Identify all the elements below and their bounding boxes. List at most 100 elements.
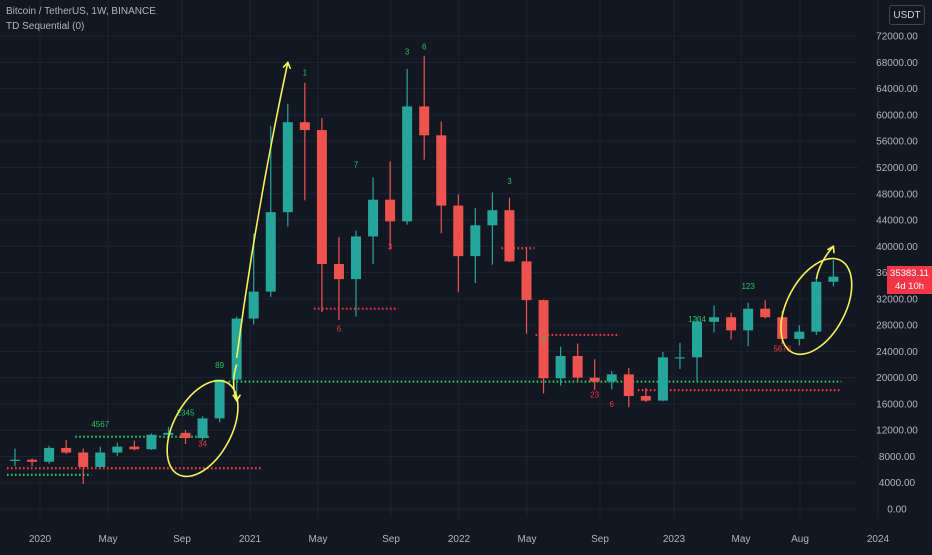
candle-body <box>27 459 38 462</box>
price-tick-label: 8000.00 <box>879 452 916 463</box>
candle-body <box>453 205 464 257</box>
annotation-ellipse <box>166 379 239 478</box>
candle-body <box>589 377 600 382</box>
candle-body <box>316 130 327 265</box>
candle-body <box>95 452 106 467</box>
time-tick-label: May <box>309 534 328 545</box>
price-tick-label: 0.00 <box>887 505 907 516</box>
time-tick-label: May <box>518 534 537 545</box>
candle-body <box>470 225 481 257</box>
candle-body <box>726 317 737 331</box>
time-tick-label: Sep <box>173 534 191 545</box>
time-tick-label: 2023 <box>663 534 686 545</box>
annotation-arrow <box>235 62 289 359</box>
price-tick-label: 20000.00 <box>876 373 918 384</box>
td-count-label: 3 <box>507 177 512 186</box>
candle-body <box>44 447 55 462</box>
price-tick-label: 72000.00 <box>876 32 918 43</box>
price-tick-label: 40000.00 <box>876 242 918 253</box>
candle-body <box>112 446 123 453</box>
candle-body <box>10 459 20 461</box>
td-count-label: 2345 <box>177 409 195 418</box>
td-count-label: 6 <box>610 400 615 409</box>
symbol-title: Bitcoin / TetherUS, 1W, BINANCE <box>6 6 156 17</box>
time-tick-label: 2022 <box>448 534 471 545</box>
candle-body <box>828 276 839 282</box>
annotation-arrowhead <box>826 244 835 254</box>
candle-body <box>180 432 191 439</box>
td-count-label: 2 <box>541 335 546 344</box>
td-level-lines <box>7 247 842 476</box>
candle-body <box>555 355 566 379</box>
bar-countdown: 4d 10h <box>894 281 925 292</box>
candle-body <box>231 318 242 380</box>
td-count-label: 89 <box>215 361 224 370</box>
grid-layer <box>0 0 879 518</box>
annotation-ellipse <box>780 257 853 356</box>
annotation-arrowhead <box>282 60 292 70</box>
time-tick-label: May <box>99 534 118 545</box>
price-tick-label: 32000.00 <box>876 294 918 305</box>
candle-body <box>402 106 413 222</box>
td-count-labels: 4567 2345 34 89 1 6 7 3 3 6 3 3 2 23 6 1234 123 5678 <box>91 42 791 448</box>
time-tick-label: 2024 <box>867 534 890 545</box>
price-tick-label: 24000.00 <box>876 347 918 358</box>
price-tick-label: 56000.00 <box>876 137 918 148</box>
time-tick-label: May <box>732 534 751 545</box>
annotation-arrow <box>232 364 238 401</box>
candle-body <box>214 379 225 419</box>
price-tick-label: 44000.00 <box>876 216 918 227</box>
candle-body <box>640 396 651 401</box>
candle-body <box>282 122 293 213</box>
candle-body <box>572 355 583 378</box>
td-count-label: 34 <box>198 440 207 449</box>
candle-body <box>197 418 208 439</box>
candle-body <box>299 122 310 131</box>
candle-body <box>538 300 549 379</box>
td-count-label: 3 <box>456 233 461 242</box>
candle-body <box>657 357 668 401</box>
td-count-label: 6 <box>337 325 342 334</box>
td-count-label: 3 <box>405 48 410 57</box>
td-count-label: 5678 <box>773 344 791 353</box>
price-tick-label: 68000.00 <box>876 58 918 69</box>
candle-body <box>743 308 754 331</box>
candle-series <box>10 55 839 485</box>
drawing-annotations <box>166 60 853 478</box>
td-count-label: 1234 <box>688 315 706 324</box>
candle-body <box>606 374 617 382</box>
last-price-tag: 35383.11 4d 10h <box>887 266 932 294</box>
candle-body <box>674 357 685 359</box>
price-tick-label: 28000.00 <box>876 321 918 332</box>
candle-body <box>811 281 822 332</box>
price-tick-label: 16000.00 <box>876 399 918 410</box>
time-axis[interactable]: 2020 May Sep 2021 May Sep 2022 May Sep 2023 May Aug… <box>29 534 890 545</box>
candle-body <box>248 291 259 319</box>
candle-body <box>623 374 634 397</box>
candle-body <box>504 210 515 262</box>
candle-body <box>777 317 788 339</box>
candle-body <box>709 317 720 322</box>
last-price-value: 35383.11 <box>890 268 929 279</box>
price-tick-label: 48000.00 <box>876 189 918 200</box>
candle-body <box>61 447 72 453</box>
candle-body <box>163 432 174 435</box>
candle-body <box>436 135 447 206</box>
candle-body <box>794 331 805 339</box>
price-tick-label: 12000.00 <box>876 426 918 437</box>
candle-body <box>78 452 89 467</box>
td-count-label: 123 <box>741 282 755 291</box>
time-tick-label: 2020 <box>29 534 52 545</box>
currency-button[interactable]: USDT <box>889 5 925 25</box>
time-tick-label: Aug <box>791 534 809 545</box>
candle-body <box>692 321 702 358</box>
td-count-label: 6 <box>422 42 427 51</box>
candle-body <box>351 236 361 280</box>
price-tick-label: 4000.00 <box>879 478 916 489</box>
candle-body <box>333 264 344 280</box>
candle-body <box>368 199 379 237</box>
annotation-arrowhead <box>232 394 242 403</box>
td-count-label: 7 <box>354 160 359 169</box>
